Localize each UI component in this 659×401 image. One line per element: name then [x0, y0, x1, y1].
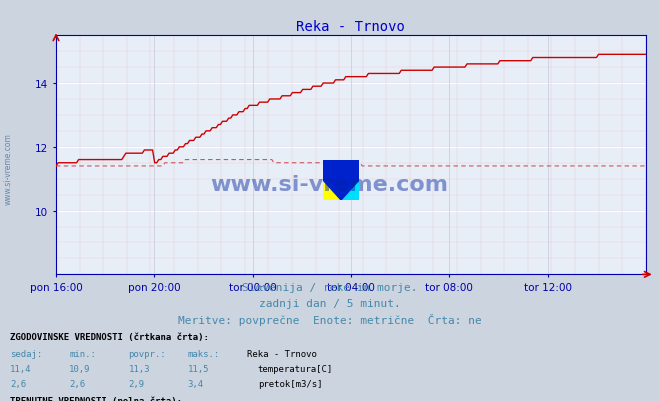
- Text: Meritve: povprečne  Enote: metrične  Črta: ne: Meritve: povprečne Enote: metrične Črta:…: [178, 313, 481, 325]
- Text: 2,6: 2,6: [69, 379, 85, 388]
- Polygon shape: [323, 160, 359, 200]
- Text: 11,5: 11,5: [188, 364, 210, 373]
- Text: ZGODOVINSKE VREDNOSTI (črtkana črta):: ZGODOVINSKE VREDNOSTI (črtkana črta):: [10, 332, 209, 341]
- Text: www.si-vreme.com: www.si-vreme.com: [3, 133, 13, 204]
- Text: temperatura[C]: temperatura[C]: [258, 364, 333, 373]
- Text: 2,9: 2,9: [129, 379, 144, 388]
- Text: TRENUTNE VREDNOSTI (polna črta):: TRENUTNE VREDNOSTI (polna črta):: [10, 395, 182, 401]
- Title: Reka - Trnovo: Reka - Trnovo: [297, 20, 405, 34]
- Text: maks.:: maks.:: [188, 349, 220, 358]
- Text: 10,9: 10,9: [69, 364, 91, 373]
- Text: 11,4: 11,4: [10, 364, 32, 373]
- Text: Reka - Trnovo: Reka - Trnovo: [247, 349, 317, 358]
- Text: povpr.:: povpr.:: [129, 349, 166, 358]
- Text: zadnji dan / 5 minut.: zadnji dan / 5 minut.: [258, 298, 401, 308]
- Text: 2,6: 2,6: [10, 379, 26, 388]
- Text: min.:: min.:: [69, 349, 96, 358]
- Text: pretok[m3/s]: pretok[m3/s]: [258, 379, 322, 388]
- Text: sedaj:: sedaj:: [10, 349, 42, 358]
- Text: 3,4: 3,4: [188, 379, 204, 388]
- Polygon shape: [323, 160, 359, 200]
- Text: 11,3: 11,3: [129, 364, 150, 373]
- Text: www.si-vreme.com: www.si-vreme.com: [210, 174, 449, 194]
- Text: Slovenija / reke in morje.: Slovenija / reke in morje.: [242, 283, 417, 293]
- Polygon shape: [341, 180, 359, 200]
